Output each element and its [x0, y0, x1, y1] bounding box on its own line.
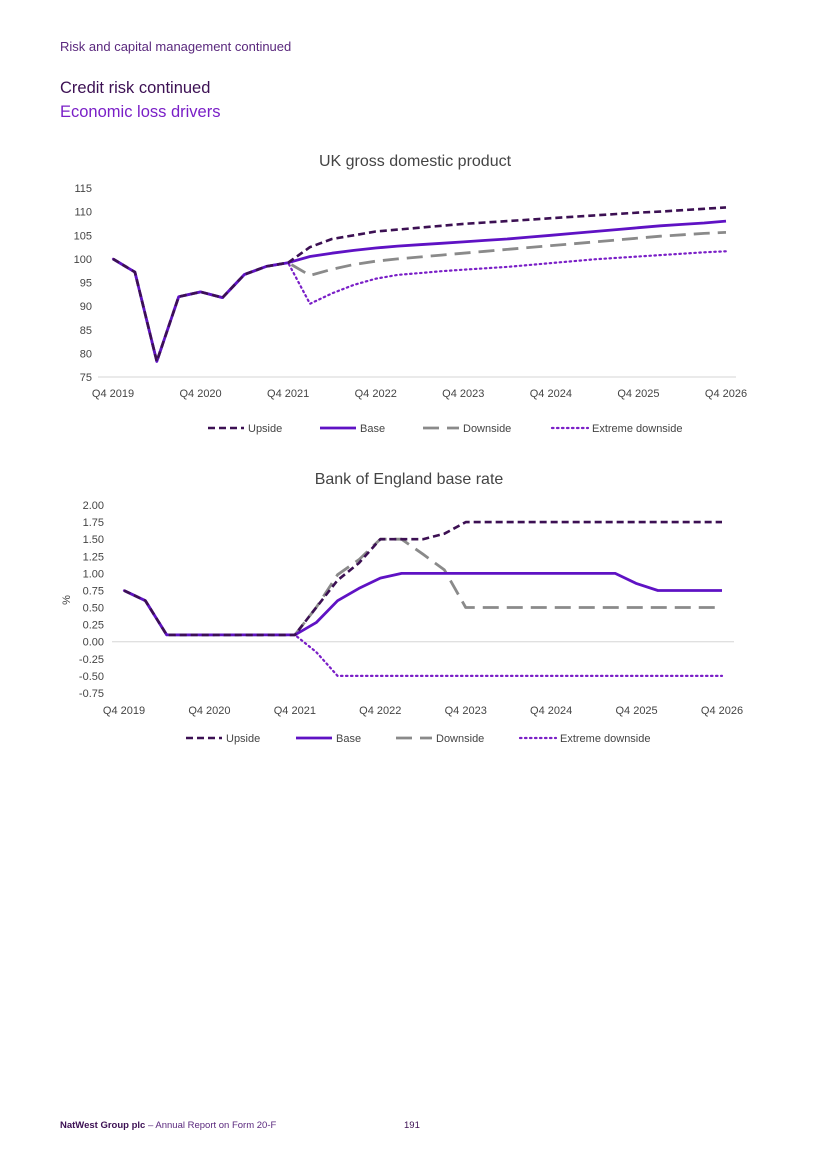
series-line-extreme-downside: [111, 250, 728, 363]
chart-uk-gdp: UK gross domestic product 115 110 105 100 95 9…: [0, 140, 826, 450]
y-tick-label: 1.50: [83, 534, 104, 546]
legend-label-base: Base: [336, 733, 361, 745]
legend-label-base: Base: [360, 423, 385, 435]
y-tick-label: 1.75: [83, 517, 104, 529]
legend-label-extreme-downside: Extreme downside: [592, 423, 683, 435]
page-title: Credit risk continued: [60, 79, 211, 97]
y-tick-label: 110: [74, 207, 92, 219]
footer-brand: NatWest Group plc: [60, 1120, 146, 1131]
series-line-base: [123, 572, 722, 637]
x-tick-label: Q4 2026: [705, 388, 747, 400]
y-tick-label: 105: [74, 230, 92, 242]
x-tick-label: Q4 2020: [188, 705, 230, 717]
legend-label-downside: Downside: [463, 423, 511, 435]
y-tick-label: 85: [80, 325, 92, 337]
x-tick-label: Q4 2024: [530, 705, 572, 717]
y-tick-label: 1.25: [83, 551, 104, 563]
x-tick-label: Q4 2026: [701, 705, 743, 717]
series-line-downside: [123, 537, 722, 637]
x-tick-label: Q4 2019: [92, 388, 134, 400]
x-tick-label: Q4 2022: [359, 705, 401, 717]
chart-title: UK gross domestic product: [319, 153, 512, 170]
y-tick-label: 0.50: [83, 603, 104, 615]
y-tick-label: 90: [80, 301, 92, 313]
x-tick-label: Q4 2023: [442, 388, 484, 400]
y-tick-label: 0.75: [83, 585, 104, 597]
legend-label-downside: Downside: [436, 733, 484, 745]
y-tick-label: -0.50: [79, 671, 104, 683]
y-tick-label: 0.00: [83, 637, 104, 649]
y-tick-label: 115: [74, 183, 92, 195]
x-tick-label: Q4 2021: [267, 388, 309, 400]
x-tick-label: Q4 2023: [445, 705, 487, 717]
y-tick-label: 1.00: [83, 568, 104, 580]
y-tick-label: 75: [80, 372, 92, 384]
x-tick-label: Q4 2019: [103, 705, 145, 717]
page-number: 191: [404, 1120, 420, 1131]
series-line-downside: [112, 231, 727, 363]
x-tick-label: Q4 2024: [530, 388, 572, 400]
footer-doc-title: – Annual Report on Form 20-F: [145, 1120, 277, 1131]
chart-boe-base-rate: Bank of England base rate 2.00 1.75 1.50 1.2…: [0, 460, 826, 760]
y-tick-label: 100: [74, 254, 92, 266]
y-tick-label: 80: [80, 348, 92, 360]
series-line-upside: [123, 520, 722, 637]
y-tick-label: 0.25: [83, 620, 104, 632]
y-tick-label: -0.25: [79, 654, 104, 666]
x-tick-label: Q4 2021: [274, 705, 316, 717]
footer: NatWest Group plc – Annual Report on For…: [60, 1120, 276, 1131]
series-line-extreme-downside: [122, 589, 724, 677]
page-subtitle: Economic loss drivers: [60, 103, 221, 121]
y-tick-label: 2.00: [83, 500, 104, 512]
y-tick-label: 95: [80, 278, 92, 290]
x-tick-label: Q4 2025: [617, 388, 659, 400]
legend-label-extreme-downside: Extreme downside: [560, 733, 651, 745]
section-header: Risk and capital management continued: [60, 39, 292, 54]
chart-svg: Bank of England base rate 2.00 1.75 1.50 1.2…: [61, 471, 743, 745]
x-tick-label: Q4 2020: [179, 388, 221, 400]
x-tick-label: Q4 2025: [615, 705, 657, 717]
legend-label-upside: Upside: [226, 733, 260, 745]
chart-svg: UK gross domestic product 115 110 105 100 95 9…: [74, 153, 747, 435]
y-tick-label: -0.75: [79, 688, 104, 700]
x-tick-label: Q4 2022: [355, 388, 397, 400]
series-line-upside: [112, 206, 727, 363]
legend-label-upside: Upside: [248, 423, 282, 435]
y-axis-label: %: [61, 595, 73, 605]
chart-title: Bank of England base rate: [315, 471, 504, 488]
series-line-base: [112, 219, 727, 363]
